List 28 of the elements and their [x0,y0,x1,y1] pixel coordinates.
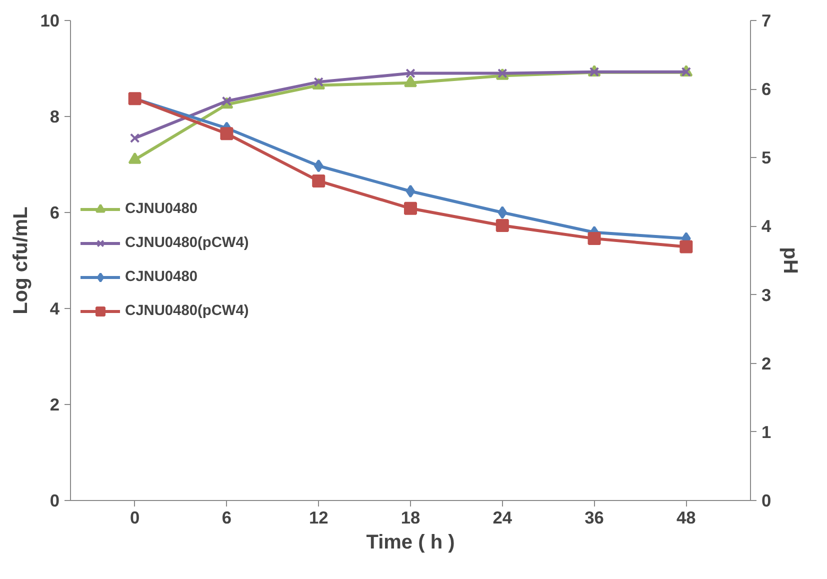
x-tick-label: 36 [584,508,604,528]
y-axis-title: Log cfu/mL [10,206,32,314]
y-tick-label: 0 [50,490,60,510]
y2-tick-label: 6 [762,79,772,100]
y2-tick-label: 2 [762,353,772,374]
y-tick-label: 6 [50,202,60,222]
x-tick-label: 48 [676,508,696,528]
y2-tick-label: 5 [762,148,772,168]
x-tick-label: 12 [308,508,328,528]
x-axis-title: Time ( h ) [366,532,455,554]
x-tick-label: 18 [400,508,420,528]
y2-axis-title: pH [779,247,802,274]
y-tick-label: 8 [50,106,60,126]
x-tick-label: 24 [492,508,512,528]
legend-label: CJNU0480 [125,201,198,217]
legend-label: CJNU0480 [125,269,198,285]
y-tick-label: 4 [50,298,60,318]
y2-tick-label: 7 [762,10,772,30]
legend-label: CJNU0480(pCW4) [125,235,249,251]
legend-label: CJNU0480(pCW4) [125,303,249,319]
y2-tick-label: 1 [762,422,772,442]
x-tick-label: 6 [222,508,232,528]
y2-tick-label: 4 [762,216,772,236]
x-tick-label: 0 [130,508,140,528]
y-tick-label: 10 [40,10,60,30]
y2-tick-label: 0 [762,490,772,510]
y-tick-label: 2 [50,394,60,414]
y2-tick-label: 3 [762,284,772,305]
